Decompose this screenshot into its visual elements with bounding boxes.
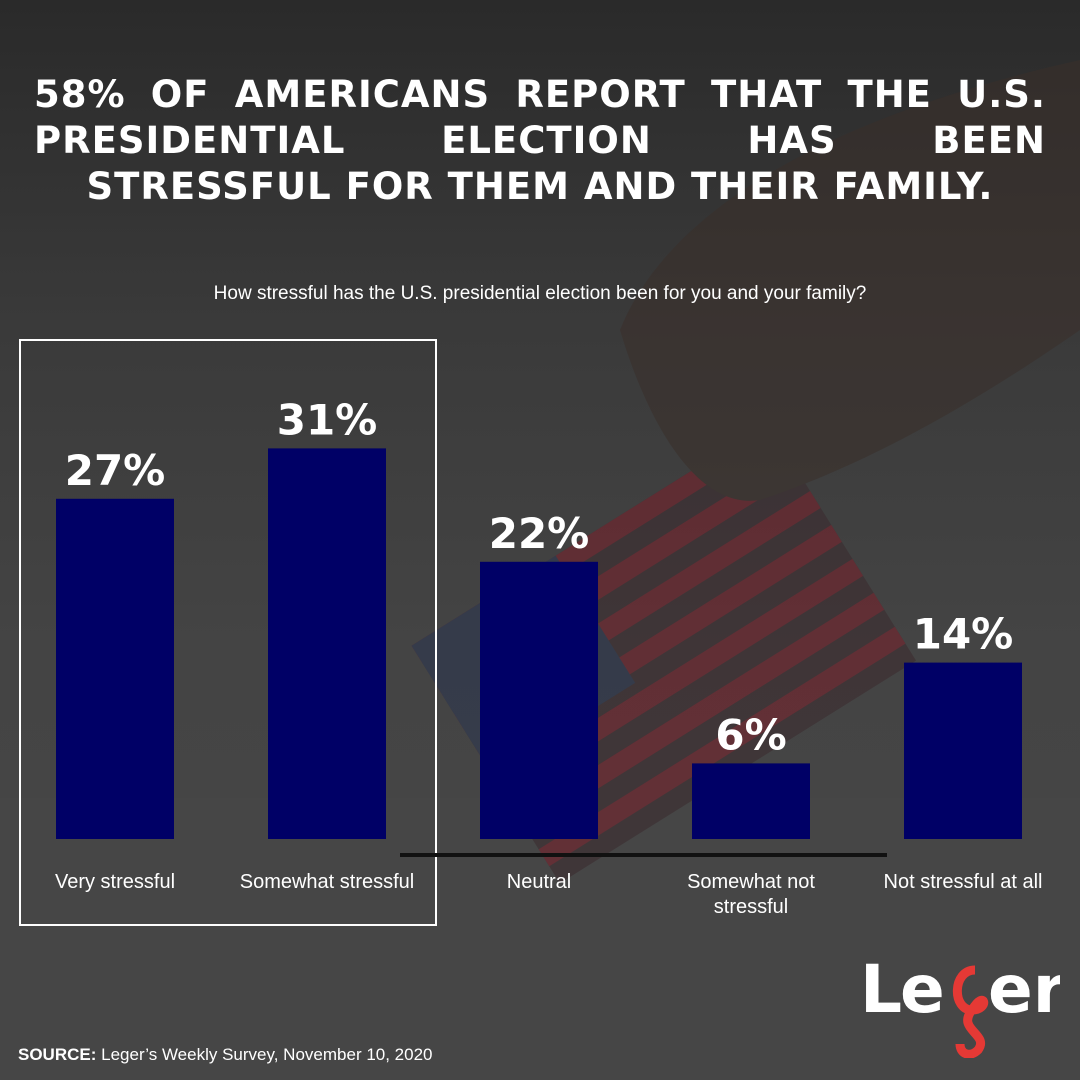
value-label: 6% bbox=[715, 710, 786, 759]
source-label: SOURCE: bbox=[18, 1045, 97, 1064]
headline: 58% OF AMERICANS REPORT THAT THE U.S. PR… bbox=[34, 73, 1046, 208]
bar-3 bbox=[692, 763, 810, 839]
value-label: 22% bbox=[489, 509, 590, 558]
stressful-highlight-box bbox=[19, 339, 437, 926]
bar-2 bbox=[480, 561, 598, 839]
category-label: Somewhat stressful bbox=[240, 871, 415, 893]
value-label: 31% bbox=[277, 395, 378, 444]
svg-text:L: L bbox=[860, 951, 902, 1028]
source-text: Leger’s Weekly Survey, November 10, 2020 bbox=[101, 1045, 433, 1064]
axis-baseline bbox=[400, 853, 887, 857]
category-label: Not stressful at all bbox=[884, 871, 1043, 893]
bar-4 bbox=[904, 662, 1022, 839]
chart-question: How stressful has the U.S. presidential … bbox=[213, 283, 867, 304]
bar-1 bbox=[268, 448, 386, 839]
category-label: Very stressful bbox=[55, 871, 175, 893]
category-label: Neutral bbox=[507, 871, 571, 893]
value-label: 14% bbox=[913, 610, 1014, 659]
category-label: Somewhat not stressful bbox=[687, 871, 815, 918]
value-label: 27% bbox=[65, 446, 166, 495]
source-note: SOURCE: Leger’s Weekly Survey, November … bbox=[18, 1045, 433, 1065]
leger-logo: L e er bbox=[860, 951, 1060, 1058]
svg-text:e: e bbox=[900, 951, 945, 1028]
bar-0 bbox=[56, 498, 174, 839]
svg-text:er: er bbox=[988, 951, 1060, 1028]
